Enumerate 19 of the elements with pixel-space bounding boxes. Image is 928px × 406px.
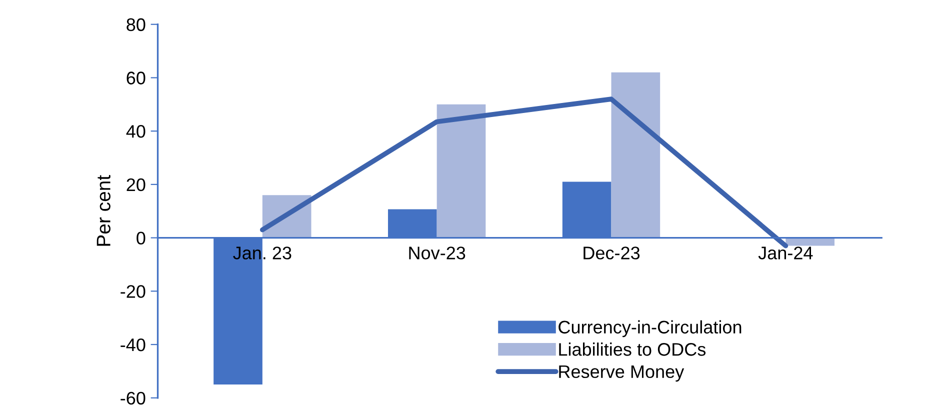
y-tick-label: 0	[136, 232, 146, 245]
line-series	[260, 96, 788, 248]
x-tick-label: Dec-23	[584, 246, 640, 260]
x-tick-label: Nov-23	[409, 246, 466, 260]
bar	[786, 238, 835, 246]
legend-label: Currency-in-Circulation	[558, 320, 742, 338]
legend-label: Reserve Money	[559, 365, 684, 382]
bar	[436, 104, 486, 238]
y-axis-title: Per cent	[96, 175, 110, 246]
y-tick-label: 20	[126, 178, 146, 192]
y-tick-label: -20	[120, 285, 146, 298]
y-tick-label: 60	[126, 72, 146, 84]
x-tick-label: Jan-24	[758, 246, 813, 260]
y-tick-label: 80	[126, 18, 146, 32]
legend-label: Liabilities to ODCs	[559, 342, 706, 356]
bar	[611, 72, 660, 238]
y-tick-label: -40	[120, 338, 146, 352]
y-tick-label: -60	[120, 392, 146, 405]
y-tick-label: 40	[126, 125, 146, 138]
